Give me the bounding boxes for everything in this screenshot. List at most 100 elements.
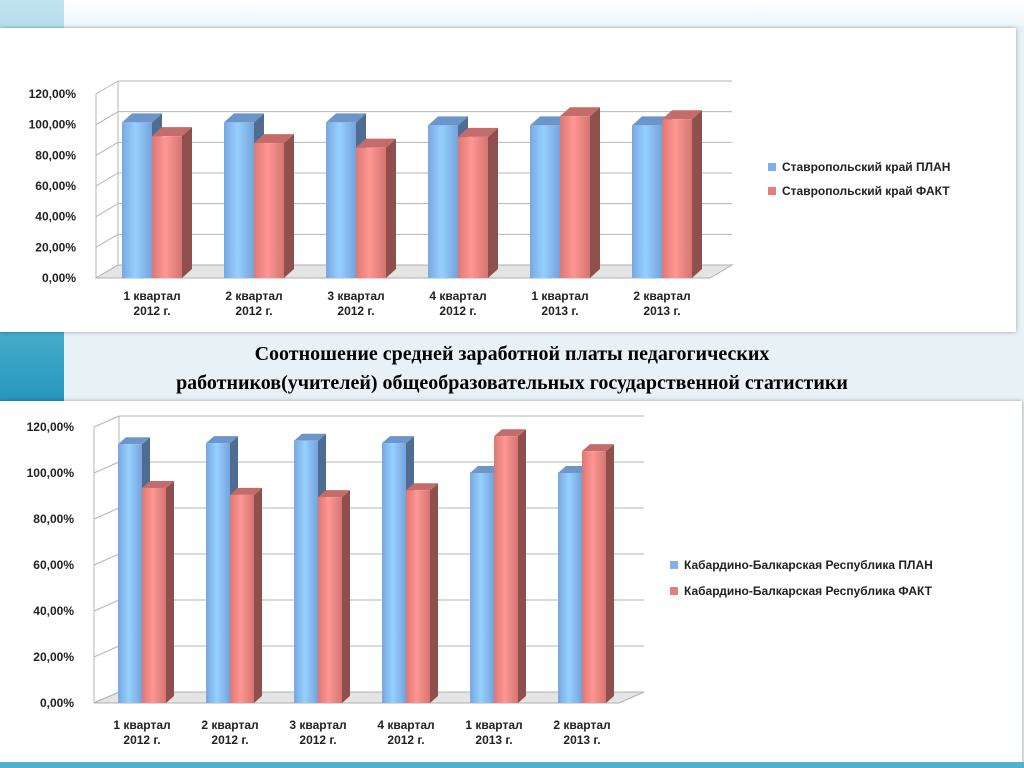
x-tick-label: 2012 г. <box>133 304 170 318</box>
bar-top <box>294 433 326 441</box>
caption-line-2: работников(учителей) общеобразовательных… <box>176 372 848 394</box>
grid-diagonal <box>93 461 120 474</box>
bar-side <box>518 429 526 703</box>
bar-side <box>386 138 396 278</box>
grid-diagonal <box>95 141 119 156</box>
bar-top <box>326 113 366 123</box>
bar-side <box>692 110 702 278</box>
bar-top <box>428 116 468 126</box>
bar-side <box>488 127 498 278</box>
bar-side <box>430 483 438 703</box>
x-tick-label: 1 квартал <box>113 718 170 732</box>
x-tick-label: 4 квартал <box>429 289 486 303</box>
y-tick-label: 120,00% <box>27 420 75 434</box>
bar-plan <box>206 443 230 703</box>
bar-plan <box>294 440 318 703</box>
y-tick-label: 40,00% <box>33 604 74 618</box>
y-tick-label: 120,00% <box>29 87 77 101</box>
bar-top <box>230 487 262 495</box>
grid-diagonal <box>93 415 120 428</box>
x-tick-label: 2012 г. <box>211 733 248 747</box>
grid-diagonal <box>95 233 119 248</box>
bar-plan <box>224 122 254 278</box>
bar-top <box>224 113 264 123</box>
x-tick-label: 2013 г. <box>643 304 680 318</box>
bar-plan <box>122 122 152 278</box>
legend-label: Кабардино-Балкарская Республика ФАКТ <box>684 584 933 598</box>
x-tick-label: 2012 г. <box>123 733 160 747</box>
bar-top <box>122 113 162 123</box>
grid-diagonal <box>95 111 119 126</box>
y-tick-label: 60,00% <box>35 179 76 193</box>
bar-side <box>166 480 174 703</box>
y-tick-label: 20,00% <box>35 240 76 254</box>
x-tick-label: 4 квартал <box>377 718 434 732</box>
bar-side <box>606 444 614 703</box>
bar-side <box>342 490 350 703</box>
bar-top <box>118 437 150 445</box>
chart-kbr: 0,00% 20,00% 40,00% 60,00% 80,00% 100,00% 120,… <box>27 415 933 747</box>
x-tick-label: 2012 г. <box>439 304 476 318</box>
bar-top <box>458 127 498 137</box>
y-tick-label: 100,00% <box>27 466 75 480</box>
bar-top <box>152 127 192 137</box>
bar-plan <box>382 443 406 703</box>
bar-fact <box>152 136 182 278</box>
bar-plan <box>558 473 582 703</box>
x-tick-label: 2 квартал <box>553 718 610 732</box>
legend-swatch <box>670 587 678 595</box>
bar-plan <box>428 125 458 278</box>
y-tick-label: 80,00% <box>35 148 76 162</box>
bar-plan <box>530 125 560 278</box>
bar-fact <box>254 143 284 278</box>
grid-diagonal <box>93 553 120 566</box>
y-tick-label: 100,00% <box>29 118 77 132</box>
chart-panel-stavropol: 0,00% 20,00% 40,00% 60,00% 80,00% 100,00% 120,… <box>0 28 1016 332</box>
bar-fact <box>356 147 386 278</box>
bar-top <box>406 483 438 491</box>
bar-fact <box>582 451 606 703</box>
bar-top <box>206 436 238 444</box>
x-tick-label: 2 квартал <box>633 289 690 303</box>
bar-top <box>560 107 600 117</box>
legend-swatch <box>768 163 776 171</box>
bar-side <box>284 134 294 278</box>
grid-diagonal <box>93 599 120 612</box>
x-tick-label: 2013 г. <box>563 733 600 747</box>
chart-stavropol: 0,00% 20,00% 40,00% 60,00% 80,00% 100,00% 120,… <box>29 80 950 318</box>
bar-plan <box>632 125 662 278</box>
y-tick-label: 60,00% <box>33 558 74 572</box>
bar-fact <box>662 119 692 278</box>
x-tick-label: 2 квартал <box>201 718 258 732</box>
y-tick-label: 20,00% <box>33 650 74 664</box>
x-tick-label: 3 квартал <box>289 718 346 732</box>
bar-fact <box>560 116 590 278</box>
legend-label: Ставропольский край ФАКТ <box>782 184 950 198</box>
bar-side <box>254 487 262 703</box>
caption-line-1: Соотношение средней заработной платы пед… <box>254 343 770 365</box>
legend-swatch <box>768 187 776 195</box>
y-tick-label: 0,00% <box>40 696 74 710</box>
x-tick-label: 2012 г. <box>235 304 272 318</box>
bar-fact <box>318 497 342 703</box>
grid-diagonal <box>93 507 120 520</box>
legend-label: Кабардино-Балкарская Республика ПЛАН <box>684 558 933 572</box>
x-tick-label: 2013 г. <box>475 733 512 747</box>
bar-top <box>356 138 396 148</box>
bar-top <box>494 429 526 437</box>
bar-side <box>182 127 192 279</box>
x-tick-label: 2012 г. <box>299 733 336 747</box>
bar-top <box>254 134 294 144</box>
legend-label: Ставропольский край ПЛАН <box>782 160 950 174</box>
x-tick-label: 1 квартал <box>123 289 180 303</box>
bar-side <box>590 107 600 278</box>
y-tick-label: 80,00% <box>33 512 74 526</box>
grid-diagonal <box>95 203 119 218</box>
grid-diagonal <box>95 80 119 95</box>
bar-fact <box>230 494 254 703</box>
chart-panel-kbr: 0,00% 20,00% 40,00% 60,00% 80,00% 100,00% 120,… <box>0 401 1022 764</box>
slide-caption: Соотношение средней заработной платы пед… <box>80 340 944 398</box>
decorative-top-band <box>64 0 1024 26</box>
bar-top <box>382 436 414 444</box>
bar-top <box>318 490 350 498</box>
